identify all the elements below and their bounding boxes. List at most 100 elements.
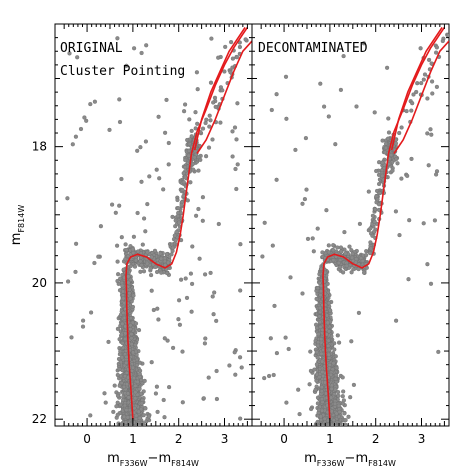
star-point — [349, 270, 354, 275]
star-point — [214, 396, 219, 402]
star-point — [117, 119, 123, 125]
star-point — [189, 128, 194, 133]
star-point — [368, 246, 373, 251]
star-point — [425, 131, 430, 136]
star-point — [115, 393, 121, 398]
star-point — [335, 333, 340, 338]
star-point — [133, 258, 138, 263]
star-point — [124, 354, 129, 360]
star-point — [121, 427, 125, 431]
star-point — [418, 46, 423, 51]
star-point — [73, 134, 78, 139]
star-point — [213, 104, 218, 109]
star-point — [124, 426, 128, 430]
star-point — [148, 266, 153, 271]
star-point — [161, 397, 166, 403]
star-point — [328, 308, 333, 313]
star-point — [331, 243, 336, 248]
y-tick-label: 18 — [32, 140, 47, 154]
star-point — [397, 233, 402, 238]
star-point — [118, 276, 123, 281]
star-point — [115, 412, 120, 417]
x-tick-label: 2 — [372, 432, 380, 446]
star-point — [336, 393, 341, 398]
star-point — [200, 195, 205, 200]
star-point — [126, 274, 131, 279]
star-point — [146, 414, 151, 419]
star-point — [288, 275, 293, 280]
star-point — [198, 157, 203, 162]
star-point — [152, 248, 158, 253]
star-point — [271, 372, 276, 378]
star-point — [409, 156, 414, 161]
star-point — [183, 175, 188, 180]
star-point — [322, 427, 326, 431]
star-point — [323, 380, 328, 385]
star-point — [115, 400, 120, 405]
star-point — [216, 55, 221, 60]
x-axis-title-left: mF336W−mF814W — [107, 451, 199, 468]
star-point — [315, 401, 320, 406]
star-point — [333, 376, 338, 381]
star-point — [106, 339, 111, 344]
star-point — [164, 97, 169, 102]
star-point — [124, 63, 129, 68]
star-point — [117, 203, 122, 208]
star-point — [142, 216, 147, 221]
star-point — [318, 324, 323, 329]
star-point — [362, 270, 367, 275]
star-point — [120, 283, 125, 288]
star-point — [315, 226, 320, 231]
star-point — [313, 387, 318, 392]
star-point — [128, 316, 133, 321]
star-point — [214, 318, 219, 323]
star-point — [440, 38, 445, 44]
star-point — [128, 327, 133, 332]
star-point — [120, 341, 125, 346]
star-point — [143, 229, 148, 234]
star-point — [405, 173, 410, 178]
star-point — [180, 187, 185, 192]
star-point — [210, 137, 215, 142]
star-point — [211, 100, 216, 105]
star-point — [128, 263, 133, 269]
star-point — [427, 57, 432, 62]
star-point — [170, 245, 175, 250]
star-point — [200, 218, 205, 223]
star-point — [404, 108, 409, 114]
star-point — [162, 415, 167, 420]
star-point — [434, 50, 439, 55]
star-point — [137, 360, 142, 365]
star-point — [179, 277, 184, 282]
star-point — [322, 416, 327, 421]
star-point — [354, 104, 359, 109]
star-point — [376, 202, 382, 207]
star-point — [380, 138, 385, 143]
star-point — [124, 248, 129, 253]
isochrone-hb_top — [390, 26, 443, 151]
star-point — [140, 397, 145, 403]
star-point — [173, 238, 178, 243]
star-point — [133, 427, 137, 431]
star-point — [65, 279, 71, 284]
star-point — [326, 427, 330, 431]
star-point — [318, 414, 323, 419]
star-point — [315, 343, 321, 348]
star-point — [303, 136, 308, 141]
star-point — [232, 350, 237, 355]
star-point — [317, 305, 322, 310]
star-point — [159, 256, 164, 261]
star-point — [399, 125, 404, 130]
x-tick-label: 1 — [326, 432, 334, 446]
star-point — [82, 115, 87, 120]
star-point — [314, 325, 320, 330]
star-point — [238, 288, 243, 293]
x-tick-label: 1 — [129, 432, 137, 446]
cmd-panel-decontaminated: 0 1 2 3 DECONTAMINATED — [251, 23, 450, 446]
star-point — [182, 109, 187, 114]
star-point — [134, 425, 136, 426]
star-point — [156, 317, 161, 322]
star-point — [135, 379, 140, 384]
star-point — [234, 186, 239, 192]
star-point — [73, 269, 78, 274]
